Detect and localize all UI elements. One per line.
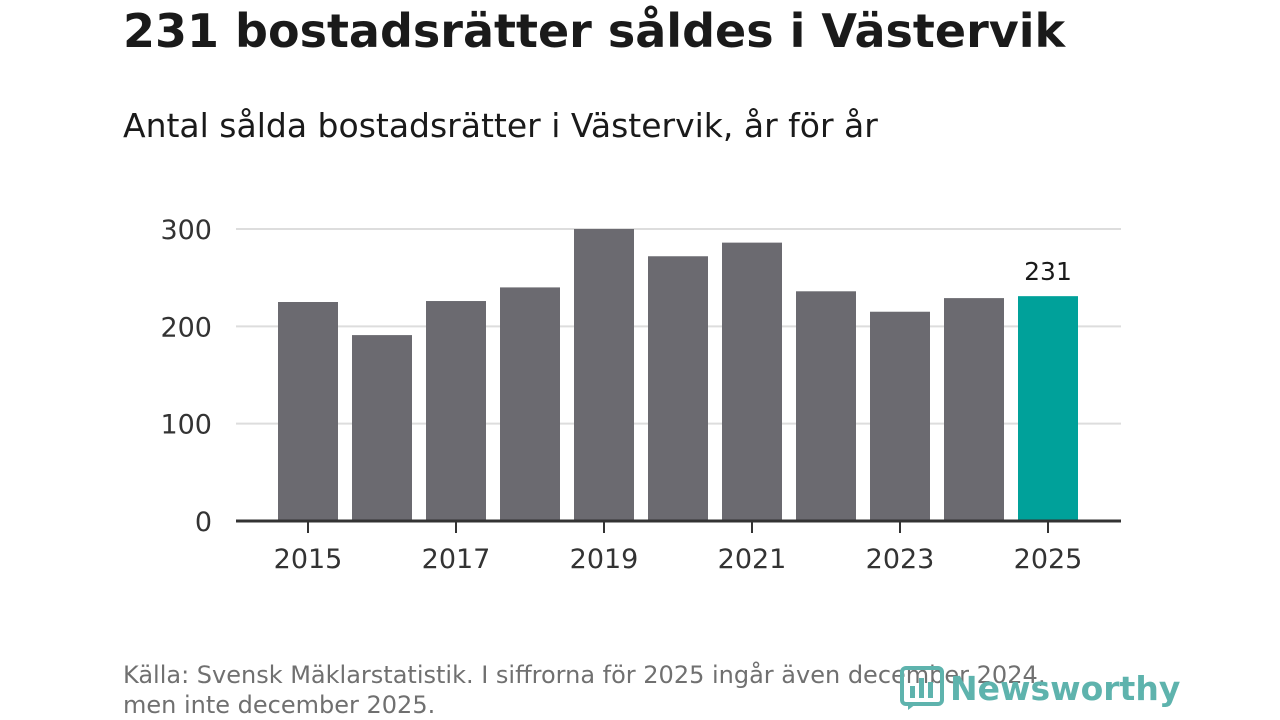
y-tick-label: 0 bbox=[195, 507, 212, 538]
axes bbox=[236, 519, 1121, 533]
source-line-1: Källa: Svensk Mäklarstatistik. I siffror… bbox=[123, 661, 1046, 689]
source-note: Källa: Svensk Mäklarstatistik. I siffror… bbox=[123, 660, 1123, 720]
bar-chart: 0 100 200 300 2015 2017 2019 2021 2023 2025 231 bbox=[160, 215, 1121, 575]
x-tick-label: 2017 bbox=[422, 544, 491, 575]
bar-2016 bbox=[352, 335, 412, 521]
y-tick-label: 200 bbox=[160, 312, 212, 343]
newsworthy-logo: Newsworthy bbox=[900, 666, 1180, 710]
x-tick-label: 2015 bbox=[274, 544, 343, 575]
bar-2018 bbox=[500, 287, 560, 521]
bar-2015 bbox=[278, 302, 338, 521]
x-tick-label: 2019 bbox=[570, 544, 639, 575]
chart-title: 231 bostadsrätter såldes i Västervik bbox=[123, 4, 1066, 58]
y-tick-label: 300 bbox=[160, 215, 212, 246]
x-tick-label: 2025 bbox=[1014, 544, 1083, 575]
x-tick-label: 2021 bbox=[718, 544, 787, 575]
labels: 0 100 200 300 2015 2017 2019 2021 2023 2025 231 bbox=[160, 215, 1082, 575]
bar-2025 bbox=[1018, 296, 1078, 521]
source-line-2: men inte december 2025. bbox=[123, 691, 436, 719]
data-label-2025: 231 bbox=[1024, 257, 1072, 286]
x-tick-label: 2023 bbox=[866, 544, 935, 575]
bar-chart-logo-icon bbox=[900, 666, 944, 710]
bar-2023 bbox=[870, 311, 930, 521]
bar-2019 bbox=[574, 229, 634, 521]
y-tick-label: 100 bbox=[160, 410, 212, 441]
bars bbox=[278, 229, 1078, 522]
bar-2017 bbox=[426, 301, 486, 521]
bar-2020 bbox=[648, 256, 708, 521]
logo-text: Newsworthy bbox=[950, 668, 1181, 708]
bar-2021 bbox=[722, 242, 782, 522]
chart-subtitle: Antal sålda bostadsrätter i Västervik, å… bbox=[123, 106, 878, 145]
bar-2024 bbox=[944, 298, 1004, 521]
bar-2022 bbox=[796, 291, 856, 521]
